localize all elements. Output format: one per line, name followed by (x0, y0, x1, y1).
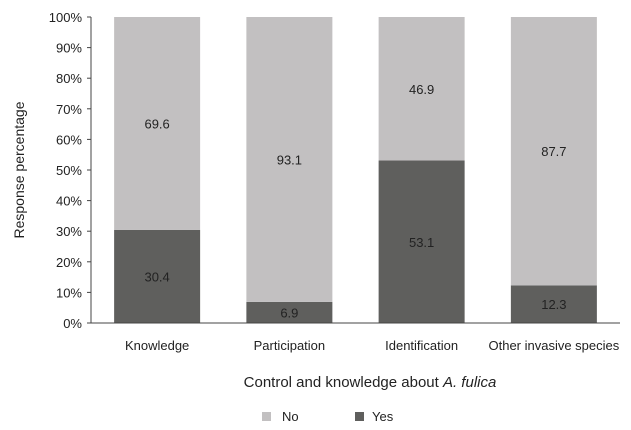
y-tick-label: 90% (56, 41, 82, 56)
y-axis-ticks: 0% 10% 20% 30% 40% 50% 60% 70% 80% 90% 100% (49, 10, 91, 331)
y-tick-label: 50% (56, 163, 82, 178)
data-label-yes-3: 12.3 (541, 297, 566, 312)
legend: No Yes (262, 409, 394, 424)
data-label-yes-1: 6.9 (280, 305, 298, 320)
bar-yes-0 (114, 229, 201, 323)
data-label-no-1: 93.1 (277, 152, 302, 167)
category-label-1: Participation (254, 338, 326, 353)
data-label-no-3: 87.7 (541, 144, 566, 159)
x-axis-title-prefix: Control and knowledge about (244, 374, 443, 391)
data-label-yes-2: 53.1 (409, 235, 434, 250)
x-axis-categories: Knowledge Participation Identification Othe… (125, 338, 620, 353)
data-label-no-0: 69.6 (144, 116, 169, 131)
bar-no-3 (510, 17, 597, 286)
bar-no-1 (246, 17, 333, 302)
data-label-no-2: 46.9 (409, 82, 434, 97)
y-tick-label: 20% (56, 255, 82, 270)
y-tick-label: 60% (56, 132, 82, 147)
bars (114, 17, 597, 323)
bar-no-0 (114, 17, 201, 230)
category-label-0: Knowledge (125, 338, 189, 353)
category-label-2: Identification (385, 338, 458, 353)
y-tick-label: 40% (56, 194, 82, 209)
x-axis-title-species: A. fulica (442, 374, 496, 391)
bar-no-2 (378, 17, 465, 161)
bar-yes-1 (246, 301, 333, 323)
x-axis-title: Control and knowledge about A. fulica (244, 374, 497, 391)
bar-yes-2 (378, 160, 465, 323)
data-label-yes-0: 30.4 (144, 269, 169, 284)
legend-label-yes: Yes (372, 409, 394, 424)
legend-swatch-yes (355, 412, 364, 421)
y-axis-title: Response percentage (11, 101, 27, 238)
bar-yes-3 (510, 285, 597, 323)
legend-swatch-no (262, 412, 271, 421)
y-tick-label: 10% (56, 285, 82, 300)
data-labels: 30.4 69.6 6.9 93.1 53.1 46.9 12.3 87.7 (144, 82, 566, 321)
y-tick-label: 100% (49, 10, 83, 25)
legend-label-no: No (282, 409, 299, 424)
y-tick-label: 70% (56, 102, 82, 117)
y-tick-label: 0% (63, 316, 82, 331)
y-tick-label: 30% (56, 224, 82, 239)
category-label-3: Other invasive species (488, 338, 619, 353)
y-tick-label: 80% (56, 71, 82, 86)
